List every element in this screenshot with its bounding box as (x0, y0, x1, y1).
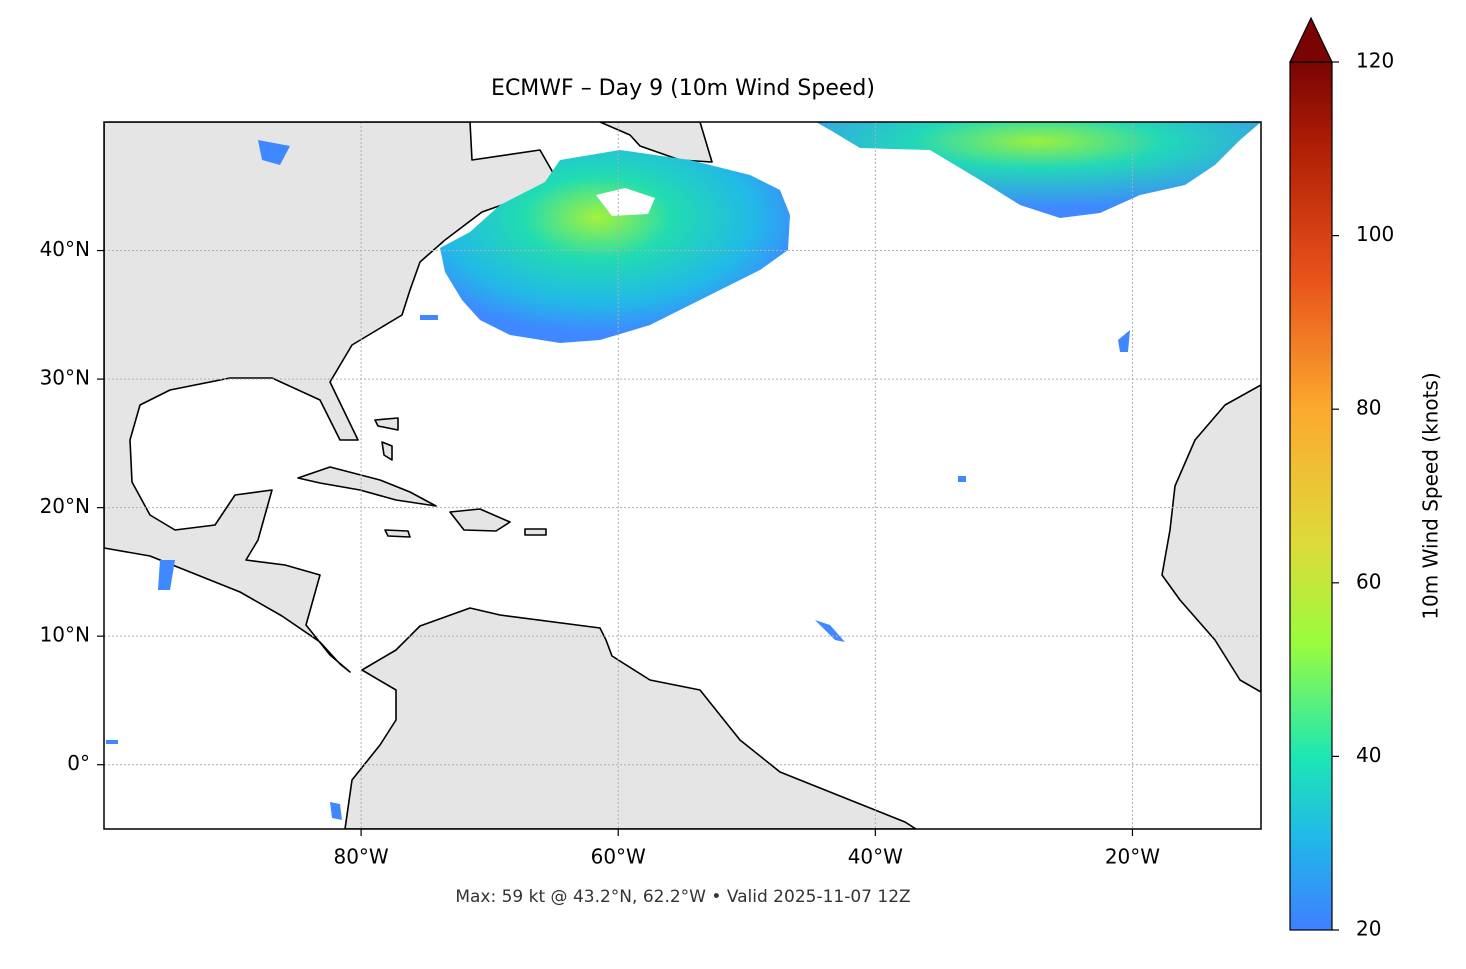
north-central-america (104, 122, 561, 673)
jamaica (384, 529, 411, 538)
colorbar-tick-label: 120 (1356, 49, 1394, 73)
map-title: ECMWF – Day 9 (10m Wind Speed) (491, 76, 875, 101)
hispaniola (449, 508, 511, 532)
colorbar-tick-label: 100 (1356, 222, 1394, 246)
map-area (104, 122, 1261, 829)
graticule (104, 122, 1261, 829)
footer-annotation: Max: 59 kt @ 43.2°N, 62.2°W • Valid 2025… (455, 887, 910, 907)
y-tick-label: 0° (67, 751, 90, 775)
y-tick-label: 30°N (40, 366, 90, 390)
storm-eye (596, 188, 655, 216)
colorbar (1289, 61, 1333, 931)
colorbar-tick-label: 20 (1356, 917, 1381, 941)
x-tick-label: 60°W (591, 845, 646, 869)
puerto-rico (524, 528, 547, 536)
northeast-wind-field (816, 122, 1261, 218)
storm-wind-field (440, 150, 790, 343)
florida-keys-bahamas (374, 417, 399, 461)
south-america (344, 607, 917, 829)
africa (1161, 384, 1261, 693)
cuba (297, 466, 437, 507)
colorbar-tick-label: 80 (1356, 396, 1381, 420)
colorbar-extend (1289, 16, 1333, 63)
map-frame (103, 121, 1262, 830)
colorbar-label: 10m Wind Speed (knots) (1419, 372, 1443, 619)
colorbar-tick-label: 40 (1356, 743, 1381, 767)
y-tick-label: 10°N (40, 623, 90, 647)
x-tick-label: 40°W (848, 845, 903, 869)
x-tick-label: 80°W (333, 845, 388, 869)
colorbar-tick-label: 60 (1356, 569, 1381, 593)
y-tick-label: 20°N (40, 494, 90, 518)
x-tick-label: 20°W (1105, 845, 1160, 869)
y-tick-label: 40°N (40, 237, 90, 261)
